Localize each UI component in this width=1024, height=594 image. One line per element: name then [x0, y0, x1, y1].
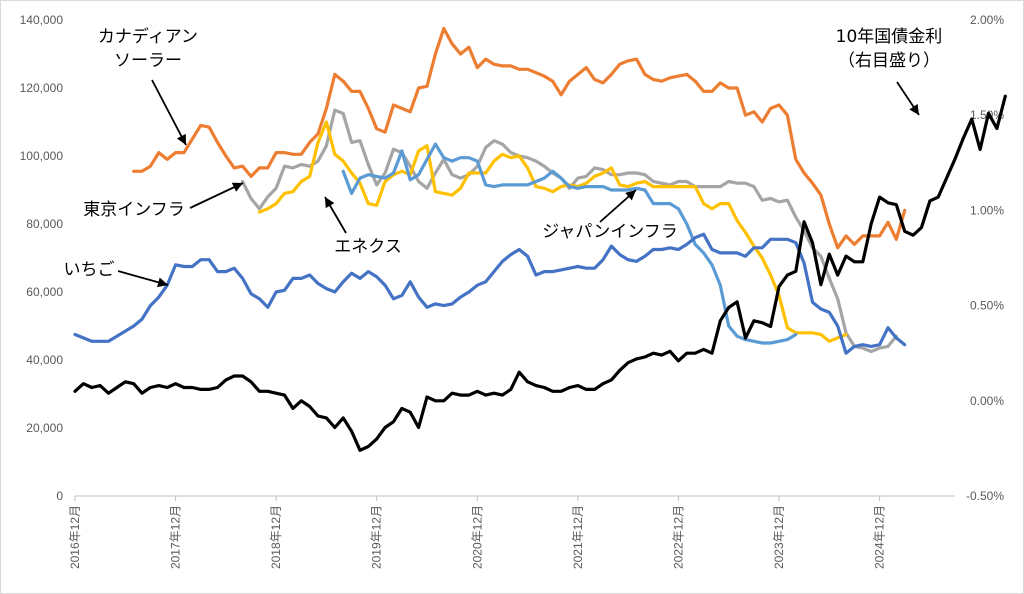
- y-tick-label: 80,000: [26, 217, 63, 231]
- x-tick-label: 2016年12月: [68, 505, 82, 569]
- series-line-5: [73, 232, 907, 355]
- y-tick-label: 0: [56, 489, 63, 503]
- annotation-label: 10年国債金利: [836, 27, 943, 47]
- arrowhead-icon: [325, 197, 335, 209]
- arrowhead-icon: [625, 190, 636, 201]
- annotation-label: カナディアン: [98, 26, 198, 47]
- x-tick-label: 2019年12月: [370, 505, 384, 569]
- y-tick-label: 120,000: [20, 81, 64, 95]
- y-tick-label: 60,000: [26, 285, 63, 299]
- series-line-6: [73, 94, 1007, 452]
- x-tick-label: 2018年12月: [269, 505, 283, 569]
- series-line-2: [241, 108, 898, 354]
- x-tick-label: 2024年12月: [873, 505, 887, 569]
- y-tick-label: 20,000: [26, 421, 63, 435]
- series-line-3: [257, 120, 848, 343]
- annotation-label: 東京インフラ: [83, 200, 185, 220]
- y-tick-label: 100,000: [20, 149, 64, 163]
- annotation-label: （右目盛り）: [838, 51, 940, 71]
- y2-tick-label: 0.50%: [970, 299, 1004, 313]
- y-tick-label: 140,000: [20, 13, 64, 27]
- annotation-label: いちご: [64, 260, 115, 280]
- annotation-arrow: [151, 79, 187, 146]
- series-line-1: [132, 26, 907, 250]
- x-tick-label: 2020年12月: [470, 505, 484, 569]
- arrowhead-icon: [176, 133, 186, 145]
- arrowhead-icon: [157, 277, 168, 288]
- x-tick-label: 2021年12月: [571, 505, 585, 569]
- arrowhead-icon: [231, 182, 243, 192]
- y-tick-label: 40,000: [26, 353, 63, 367]
- x-tick-label: 2023年12月: [772, 505, 786, 569]
- x-tick-label: 2022年12月: [671, 505, 685, 569]
- y2-tick-label: -0.50%: [966, 489, 1004, 503]
- x-tick-label: 2017年12月: [169, 505, 183, 569]
- annotation-label: エネクス: [334, 237, 402, 257]
- y2-tick-label: 1.00%: [970, 203, 1004, 217]
- y2-tick-label: 2.00%: [970, 13, 1004, 27]
- y2-tick-label: 0.00%: [970, 394, 1004, 408]
- series-line-4: [341, 142, 798, 345]
- annotation-label: ジャパンインフラ: [542, 222, 678, 242]
- annotation-label: ソーラー: [114, 51, 182, 71]
- arrowhead-icon: [909, 103, 919, 115]
